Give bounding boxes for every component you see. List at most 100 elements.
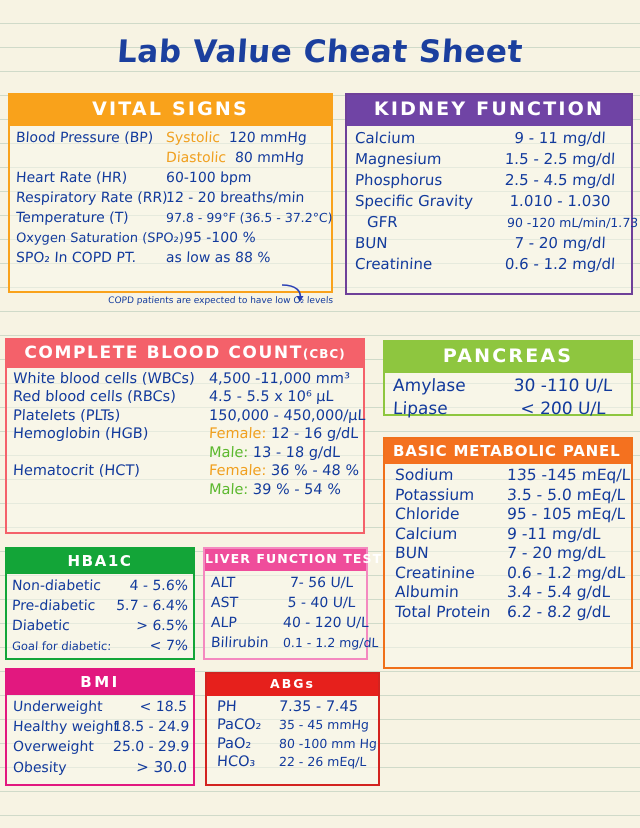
row-value: Female: 36 % - 48 % <box>209 463 360 480</box>
row-value: 4.5 - 5.5 x 10⁶ µL <box>208 389 334 406</box>
rows-bmi: Underweight < 18.5 Healthy weight 18.5 -… <box>7 695 193 781</box>
table-row: Calcium 9 -11 mg/dL <box>385 525 631 545</box>
row-value-body: 39 % - 54 % <box>252 481 342 498</box>
rows-pancreas: Amylase 30 -110 U/L Lipase < 200 U/L <box>385 373 631 424</box>
row-value: 90 -120 mL/min/1.73 m² <box>506 214 640 230</box>
row-label: ALP <box>210 614 238 631</box>
row-value: 9 -11 mg/dL <box>506 524 602 543</box>
table-row: Respiratory Rate (RR) 12 - 20 breaths/mi… <box>10 188 331 208</box>
row-label: Calcium <box>394 524 458 543</box>
row-label: Amylase <box>392 375 467 396</box>
row-value: 7 - 20 mg/dL <box>506 544 607 563</box>
row-value: < 18.5 <box>139 699 188 716</box>
card-pancreas: PANCREAS Amylase 30 -110 U/L Lipase < 20… <box>383 340 633 419</box>
row-label: Blood Pressure (BP) <box>15 129 154 146</box>
row-value: Systolic 120 mmHg <box>165 129 328 146</box>
row-label: BUN <box>394 544 430 563</box>
rows-bmp: Sodium 135 -145 mEq/L Potassium 3.5 - 5.… <box>385 464 631 625</box>
row-value: 5 - 40 U/L <box>287 594 356 611</box>
table-row: Total Protein 6.2 - 8.2 g/dL <box>385 603 631 623</box>
row-value: 30 -110 U/L <box>513 375 613 396</box>
row-value: > 6.5% <box>135 618 189 635</box>
card-liver-function-test: LIVER FUNCTION TEST ALT 7- 56 U/L AST 5 … <box>203 547 381 660</box>
table-row: PaCO₂ 35 - 45 mmHg <box>207 716 378 735</box>
row-value: 25.0 - 29.9 <box>112 739 190 756</box>
table-row: ALP 40 - 120 U/L <box>205 613 370 633</box>
table-row: Oxygen Saturation (SPO₂) 95 -100 % <box>10 228 331 248</box>
card-header-cbc-main: COMPLETE BLOOD COUNT <box>24 343 303 363</box>
table-row: Calcium 9 - 11 mg/dl <box>347 128 631 149</box>
row-label: SPO₂ In COPD PT. <box>15 249 137 266</box>
row-label: BUN <box>354 233 388 252</box>
row-value: 0.6 - 1.2 mg/dl <box>504 254 616 273</box>
row-value: < 200 U/L <box>519 398 607 419</box>
row-label: Temperature (T) <box>15 209 130 226</box>
row-label: Chloride <box>394 505 461 524</box>
row-value-prefix: Systolic <box>165 129 221 146</box>
row-label: Creatinine <box>394 563 476 582</box>
row-label: PH <box>216 698 238 715</box>
row-label: Underweight <box>12 699 103 716</box>
row-value: 18.5 - 24.9 <box>112 719 190 736</box>
row-label: White blood cells (WBCs) <box>12 370 196 387</box>
table-row: Potassium 3.5 - 5.0 mEq/L <box>385 486 631 506</box>
table-row: SPO₂ In COPD PT. as low as 88 % <box>10 248 331 268</box>
table-row: HCO₃ 22 - 26 mEq/L <box>207 753 378 772</box>
table-row: Platelets (PLTs) 150,000 - 450,000/µL <box>7 407 366 426</box>
row-label: Potassium <box>394 485 475 504</box>
row-value: 95 - 105 mEq/L <box>506 505 626 524</box>
rows-cbc: White blood cells (WBCs) 4,500 -11,000 m… <box>7 368 366 503</box>
row-value: Female: 12 - 16 g/dL <box>209 426 359 442</box>
row-value: 1.010 - 1.030 <box>509 191 611 210</box>
table-row: Creatinine 0.6 - 1.2 mg/dL <box>385 564 631 584</box>
table-row: PH 7.35 - 7.45 <box>207 698 378 717</box>
row-value: 7- 56 U/L <box>289 574 354 591</box>
card-hba1c: HBA1C Non-diabetic 4 - 5.6% Pre-diabetic… <box>5 547 195 660</box>
table-row: Non-diabetic 4 - 5.6% <box>7 576 193 596</box>
row-label: Lipase <box>392 398 449 419</box>
card-bmi: BMI Underweight < 18.5 Healthy weight 18… <box>5 668 195 786</box>
row-value: 9 - 11 mg/dl <box>513 128 607 147</box>
row-value-body: 13 - 18 g/dL <box>252 444 341 461</box>
row-label: Pre-diabetic <box>11 598 96 615</box>
table-row: White blood cells (WBCs) 4,500 -11,000 m… <box>7 370 363 389</box>
card-header-kidney-function: KIDNEY FUNCTION <box>347 95 631 126</box>
row-value-body: 36 % - 48 % <box>270 463 360 480</box>
row-value: 1.5 - 2.5 mg/dl <box>504 149 616 168</box>
row-value: 2.5 - 4.5 mg/dl <box>504 170 616 189</box>
table-row: BUN 7 - 20 mg/dL <box>385 544 631 564</box>
table-row: Male: 13 - 18 g/dL <box>7 444 363 463</box>
row-value: 0.1 - 1.2 mg/dL <box>282 634 379 650</box>
row-label: Total Protein <box>394 602 491 621</box>
row-label: Goal for diabetic: <box>11 639 112 654</box>
row-label: Heart Rate (HR) <box>15 169 128 186</box>
card-basic-metabolic-panel: BASIC METABOLIC PANEL Sodium 135 -145 mE… <box>383 437 633 669</box>
row-label: ALT <box>210 574 236 591</box>
row-value: 35 - 45 mmHg <box>278 717 370 733</box>
rows-lft: ALT 7- 56 U/L AST 5 - 40 U/L ALP 40 - 12… <box>205 571 379 656</box>
row-sex-label: Male: <box>208 444 249 461</box>
table-row: Sodium 135 -145 mEq/L <box>385 466 631 486</box>
row-value: 12 - 20 breaths/min <box>165 189 305 206</box>
card-header-pancreas: PANCREAS <box>385 342 631 373</box>
row-label: Hemoglobin (HGB) <box>12 426 149 443</box>
row-label: AST <box>210 594 239 611</box>
table-row: Hemoglobin (HGB) Female: 12 - 16 g/dL <box>7 425 363 444</box>
table-row: GFR 90 -120 mL/min/1.73 m² <box>347 212 640 233</box>
card-vital-signs: VITAL SIGNS Blood Pressure (BP) Systolic… <box>8 93 333 293</box>
table-row: Specific Gravity 1.010 - 1.030 <box>347 191 631 212</box>
card-header-cbc: COMPLETE BLOOD COUNT(CBC) <box>7 340 363 368</box>
row-label: Creatinine <box>354 254 433 273</box>
table-row: Phosphorus 2.5 - 4.5 mg/dl <box>347 170 631 191</box>
rows-kidney-function: Calcium 9 - 11 mg/dl Magnesium 1.5 - 2.5… <box>347 126 640 278</box>
table-row: Bilirubin 0.1 - 1.2 mg/dL <box>205 633 379 653</box>
row-value: 3.4 - 5.4 g/dL <box>506 583 611 602</box>
row-value: 80 -100 mm Hg <box>278 735 378 751</box>
row-label: Healthy weight <box>12 719 120 736</box>
row-value-body: 80 mmHg <box>234 149 305 166</box>
row-value: 40 - 120 U/L <box>282 614 370 631</box>
row-label: Magnesium <box>354 149 442 168</box>
table-row: Albumin 3.4 - 5.4 g/dL <box>385 583 631 603</box>
table-row: Amylase 30 -110 U/L <box>385 375 631 398</box>
table-row: Red blood cells (RBCs) 4.5 - 5.5 x 10⁶ µ… <box>7 388 363 407</box>
